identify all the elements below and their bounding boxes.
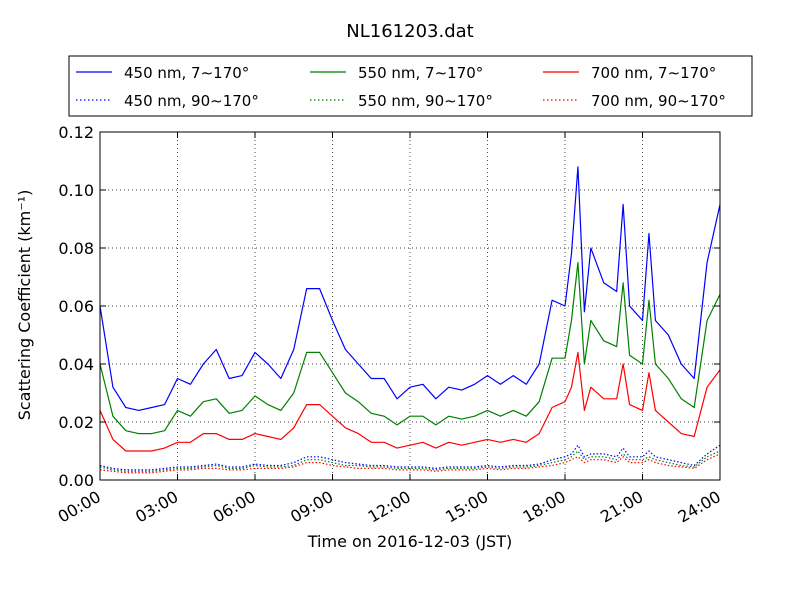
legend-label-4: 700 nm, 7∼170° xyxy=(591,64,716,82)
x-tick-label: 21:00 xyxy=(597,487,646,527)
series-line-0 xyxy=(99,166,721,411)
legend-label-0: 450 nm, 7∼170° xyxy=(124,64,249,82)
series-line-2 xyxy=(99,261,721,435)
y-tick-label: 0.00 xyxy=(58,471,94,490)
x-tick-label: 09:00 xyxy=(287,487,336,527)
legend-frame xyxy=(68,55,753,117)
x-axis-label: Time on 2016-12-03 (JST) xyxy=(307,532,512,551)
x-tick-label: 06:00 xyxy=(210,487,259,527)
series-line-3 xyxy=(99,450,721,472)
y-tick-label: 0.12 xyxy=(58,123,94,142)
legend: 450 nm, 7∼170° 450 nm, 90∼170° 550 nm, 7∼1… xyxy=(68,55,753,117)
x-tick-label: 12:00 xyxy=(365,487,414,527)
legend-label-5: 700 nm, 90∼170° xyxy=(591,92,726,110)
y-tick-label: 0.08 xyxy=(58,239,94,258)
x-tick-label: 18:00 xyxy=(520,487,569,527)
series-line-4 xyxy=(99,351,721,452)
grid xyxy=(100,132,720,480)
legend-label-2: 550 nm, 7∼170° xyxy=(358,64,483,82)
y-tick-label: 0.04 xyxy=(58,355,94,374)
y-tick-label: 0.06 xyxy=(58,297,94,316)
y-axis-label: Scattering Coefficient (km⁻¹) xyxy=(15,190,34,421)
series-line-1 xyxy=(99,444,721,471)
x-tick-label: 24:00 xyxy=(675,487,724,527)
series-line-5 xyxy=(99,453,721,474)
x-tick-label: 15:00 xyxy=(442,487,491,527)
legend-label-1: 450 nm, 90∼170° xyxy=(124,92,259,110)
series-layer xyxy=(99,166,721,474)
x-tick-label: 03:00 xyxy=(132,487,181,527)
legend-label-3: 550 nm, 90∼170° xyxy=(358,92,493,110)
chart-title: NL161203.dat xyxy=(346,21,473,42)
y-tick-label: 0.02 xyxy=(58,413,94,432)
ticks: 00:00 03:00 06:00 09:00 12:00 15:00 18:00 21:00… xyxy=(55,123,724,527)
y-tick-label: 0.10 xyxy=(58,181,94,200)
x-tick-label: 00:00 xyxy=(55,487,104,527)
